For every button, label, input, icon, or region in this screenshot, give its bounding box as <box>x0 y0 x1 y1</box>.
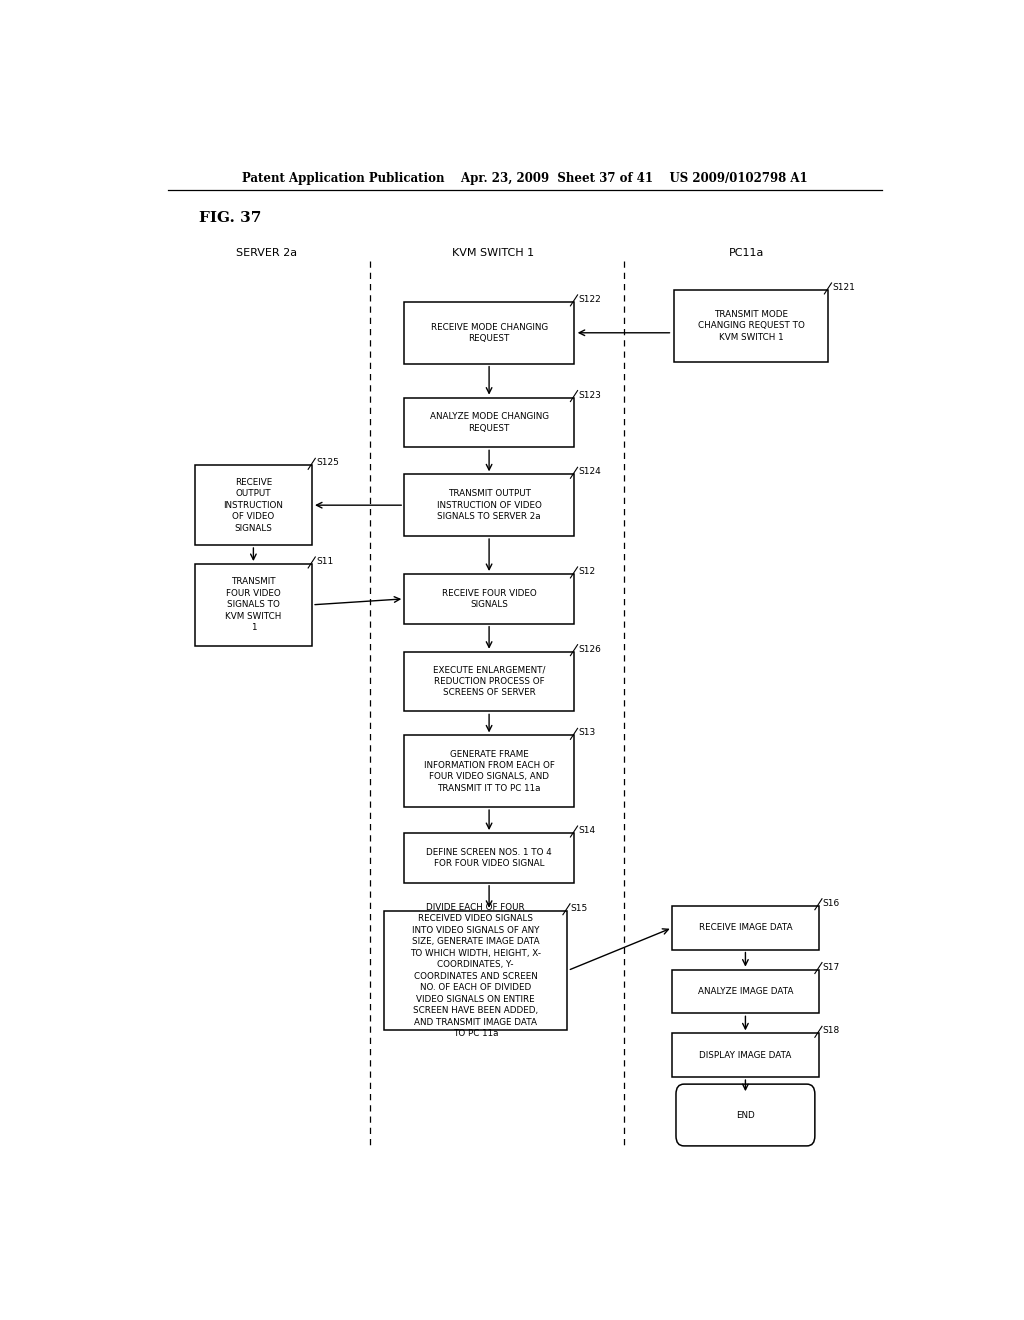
Bar <box>672 969 819 1014</box>
Text: RECEIVE MODE CHANGING
REQUEST: RECEIVE MODE CHANGING REQUEST <box>430 322 548 343</box>
Text: GENERATE FRAME
INFORMATION FROM EACH OF
FOUR VIDEO SIGNALS, AND
TRANSMIT IT TO P: GENERATE FRAME INFORMATION FROM EACH OF … <box>424 750 555 793</box>
Bar <box>403 302 574 364</box>
Text: DIVIDE EACH OF FOUR
RECEIVED VIDEO SIGNALS
INTO VIDEO SIGNALS OF ANY
SIZE, GENER: DIVIDE EACH OF FOUR RECEIVED VIDEO SIGNA… <box>410 903 541 1038</box>
Text: S124: S124 <box>579 467 601 477</box>
Text: S15: S15 <box>570 904 588 912</box>
Bar <box>674 290 828 362</box>
Bar <box>672 906 819 949</box>
Text: DISPLAY IMAGE DATA: DISPLAY IMAGE DATA <box>699 1051 792 1060</box>
Text: FIG. 37: FIG. 37 <box>200 211 262 226</box>
Bar <box>403 574 574 624</box>
Text: KVM SWITCH 1: KVM SWITCH 1 <box>452 248 535 259</box>
Text: RECEIVE FOUR VIDEO
SIGNALS: RECEIVE FOUR VIDEO SIGNALS <box>441 589 537 609</box>
Bar <box>403 833 574 883</box>
Bar <box>403 474 574 536</box>
Text: S12: S12 <box>579 568 596 576</box>
Text: TRANSMIT OUTPUT
INSTRUCTION OF VIDEO
SIGNALS TO SERVER 2a: TRANSMIT OUTPUT INSTRUCTION OF VIDEO SIG… <box>436 490 542 521</box>
Text: EXECUTE ENLARGEMENT/
REDUCTION PROCESS OF
SCREENS OF SERVER: EXECUTE ENLARGEMENT/ REDUCTION PROCESS O… <box>433 665 546 697</box>
Bar <box>403 652 574 711</box>
Text: DEFINE SCREEN NOS. 1 TO 4
FOR FOUR VIDEO SIGNAL: DEFINE SCREEN NOS. 1 TO 4 FOR FOUR VIDEO… <box>426 847 552 869</box>
Text: SERVER 2a: SERVER 2a <box>237 248 297 259</box>
Text: ANALYZE MODE CHANGING
REQUEST: ANALYZE MODE CHANGING REQUEST <box>430 412 549 433</box>
Bar <box>672 1034 819 1077</box>
Text: S122: S122 <box>579 294 601 304</box>
Text: S123: S123 <box>579 391 601 400</box>
Bar <box>195 466 312 545</box>
Text: RECEIVE IMAGE DATA: RECEIVE IMAGE DATA <box>698 923 793 932</box>
Text: S18: S18 <box>823 1027 840 1035</box>
FancyBboxPatch shape <box>676 1084 815 1146</box>
Text: S11: S11 <box>316 557 334 566</box>
Text: TRANSMIT MODE
CHANGING REQUEST TO
KVM SWITCH 1: TRANSMIT MODE CHANGING REQUEST TO KVM SW… <box>697 310 805 342</box>
Text: Patent Application Publication    Apr. 23, 2009  Sheet 37 of 41    US 2009/01027: Patent Application Publication Apr. 23, … <box>242 172 808 185</box>
Text: S14: S14 <box>579 826 596 836</box>
Bar <box>403 735 574 807</box>
Text: END: END <box>736 1110 755 1119</box>
Text: S16: S16 <box>823 899 840 908</box>
Text: S125: S125 <box>316 458 339 467</box>
Bar <box>403 397 574 447</box>
Text: ANALYZE IMAGE DATA: ANALYZE IMAGE DATA <box>697 987 794 997</box>
Text: S121: S121 <box>833 282 855 292</box>
Text: PC11a: PC11a <box>729 248 765 259</box>
Bar <box>195 564 312 645</box>
Text: RECEIVE
OUTPUT
INSTRUCTION
OF VIDEO
SIGNALS: RECEIVE OUTPUT INSTRUCTION OF VIDEO SIGN… <box>223 478 284 532</box>
Text: S13: S13 <box>579 729 596 738</box>
Text: TRANSMIT
FOUR VIDEO
SIGNALS TO
KVM SWITCH
1: TRANSMIT FOUR VIDEO SIGNALS TO KVM SWITC… <box>225 577 282 632</box>
Text: S126: S126 <box>579 644 601 653</box>
Bar <box>384 911 567 1031</box>
Text: S17: S17 <box>823 962 840 972</box>
